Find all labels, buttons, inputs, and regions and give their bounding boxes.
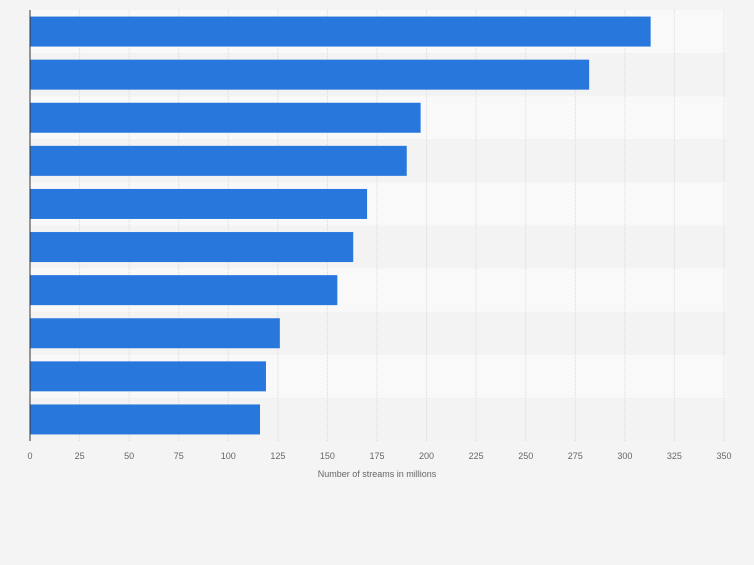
bar	[30, 404, 261, 435]
x-tick-label: 325	[667, 451, 682, 461]
x-tick-label: 50	[124, 451, 134, 461]
x-tick-label: 225	[469, 451, 484, 461]
bar	[30, 275, 338, 306]
x-tick-label: 75	[174, 451, 184, 461]
bar	[30, 102, 421, 133]
x-tick-label: 175	[369, 451, 384, 461]
x-tick-label: 300	[617, 451, 632, 461]
bar	[30, 232, 354, 263]
x-axis-label: Number of streams in millions	[318, 469, 437, 479]
bar	[30, 318, 280, 349]
x-tick-label: 100	[221, 451, 236, 461]
bar	[30, 145, 407, 176]
x-tick-label: 25	[75, 451, 85, 461]
bars	[30, 16, 651, 435]
x-tick-label: 275	[568, 451, 583, 461]
bar	[30, 16, 651, 47]
bar	[30, 361, 266, 392]
bar	[30, 188, 368, 219]
x-tick-label: 0	[27, 451, 32, 461]
x-tick-label: 150	[320, 451, 335, 461]
x-axis-ticks: 0 25 50 75 100 125 150 175 200 225 250 275 300 325 350	[27, 451, 731, 461]
x-tick-label: 125	[270, 451, 285, 461]
x-tick-label: 200	[419, 451, 434, 461]
bar	[30, 59, 590, 90]
x-tick-label: 350	[716, 451, 731, 461]
x-tick-label: 250	[518, 451, 533, 461]
